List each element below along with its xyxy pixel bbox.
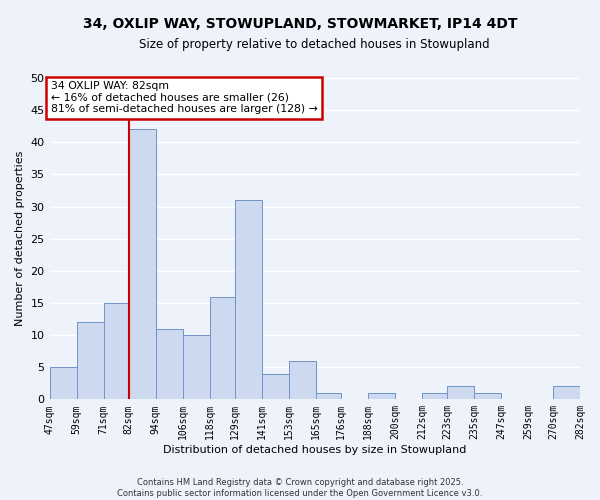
Bar (262, 374, 289, 400)
Y-axis label: Number of detached properties: Number of detached properties (15, 151, 25, 326)
Bar (474, 393, 501, 400)
Bar (447, 386, 474, 400)
Bar (422, 393, 447, 400)
Bar (316, 393, 341, 400)
Text: Contains HM Land Registry data © Crown copyright and database right 2025.
Contai: Contains HM Land Registry data © Crown c… (118, 478, 482, 498)
Bar (183, 335, 210, 400)
Bar (235, 200, 262, 400)
Text: 34, OXLIP WAY, STOWUPLAND, STOWMARKET, IP14 4DT: 34, OXLIP WAY, STOWUPLAND, STOWMARKET, I… (83, 18, 517, 32)
Text: 34 OXLIP WAY: 82sqm
← 16% of detached houses are smaller (26)
81% of semi-detach: 34 OXLIP WAY: 82sqm ← 16% of detached ho… (50, 82, 317, 114)
Title: Size of property relative to detached houses in Stowupland: Size of property relative to detached ho… (139, 38, 490, 51)
Bar (553, 386, 580, 400)
Bar (210, 296, 235, 400)
X-axis label: Distribution of detached houses by size in Stowupland: Distribution of detached houses by size … (163, 445, 466, 455)
Bar (155, 328, 183, 400)
Bar (77, 322, 104, 400)
Bar (104, 303, 128, 400)
Bar (368, 393, 395, 400)
Bar (128, 130, 155, 400)
Bar (289, 361, 316, 400)
Bar (50, 367, 77, 400)
